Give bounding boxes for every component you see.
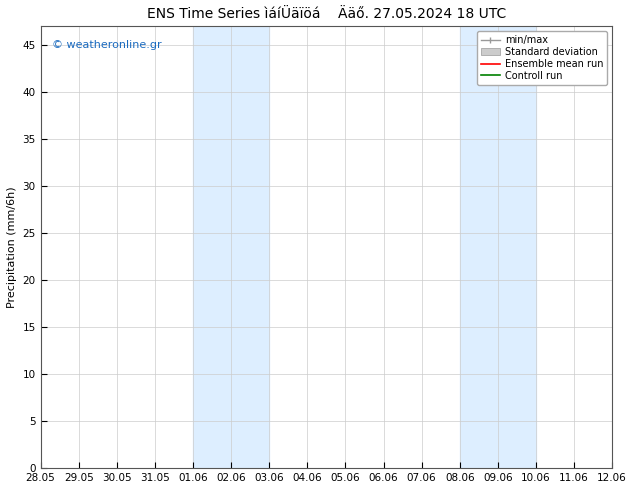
Bar xyxy=(460,26,536,468)
Text: © weatheronline.gr: © weatheronline.gr xyxy=(52,40,162,49)
Y-axis label: Precipitation (mm/6h): Precipitation (mm/6h) xyxy=(7,186,17,308)
Bar xyxy=(193,26,269,468)
Title: ENS Time Series ìáíÜäïöá    Ääő. 27.05.2024 18 UTC: ENS Time Series ìáíÜäïöá Ääő. 27.05.2024… xyxy=(146,7,506,21)
Legend: min/max, Standard deviation, Ensemble mean run, Controll run: min/max, Standard deviation, Ensemble me… xyxy=(477,31,607,85)
